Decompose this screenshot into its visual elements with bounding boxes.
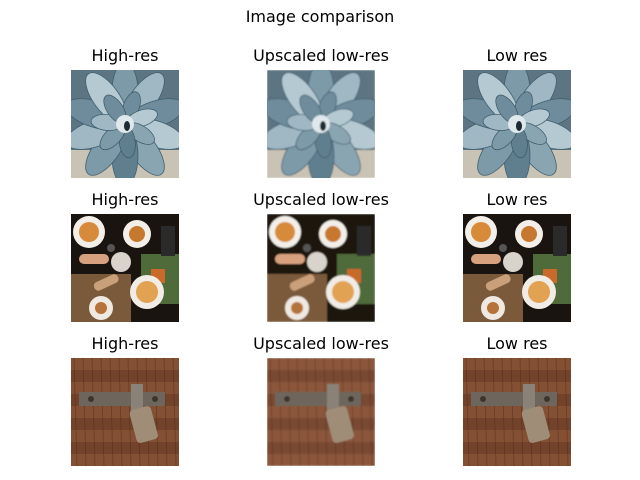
figure-title: Image comparison xyxy=(245,7,395,26)
door-latch-image xyxy=(71,358,179,466)
panel-title: High-res xyxy=(91,334,159,353)
succulent-image xyxy=(267,70,375,178)
succulent-image xyxy=(463,70,571,178)
panel-title: Low res xyxy=(486,46,548,65)
food-table-image xyxy=(71,214,179,322)
panel-title: Upscaled low-res xyxy=(253,46,389,65)
door-latch-image xyxy=(463,358,571,466)
panel-title: Upscaled low-res xyxy=(253,334,389,353)
succulent-image xyxy=(71,70,179,178)
panel-title: Low res xyxy=(486,190,548,209)
food-table-image xyxy=(463,214,571,322)
panel-title: High-res xyxy=(91,190,159,209)
door-latch-image xyxy=(267,358,375,466)
panel-title: Upscaled low-res xyxy=(253,190,389,209)
panel-title: Low res xyxy=(486,334,548,353)
panel-title: High-res xyxy=(91,46,159,65)
food-table-image xyxy=(267,214,375,322)
